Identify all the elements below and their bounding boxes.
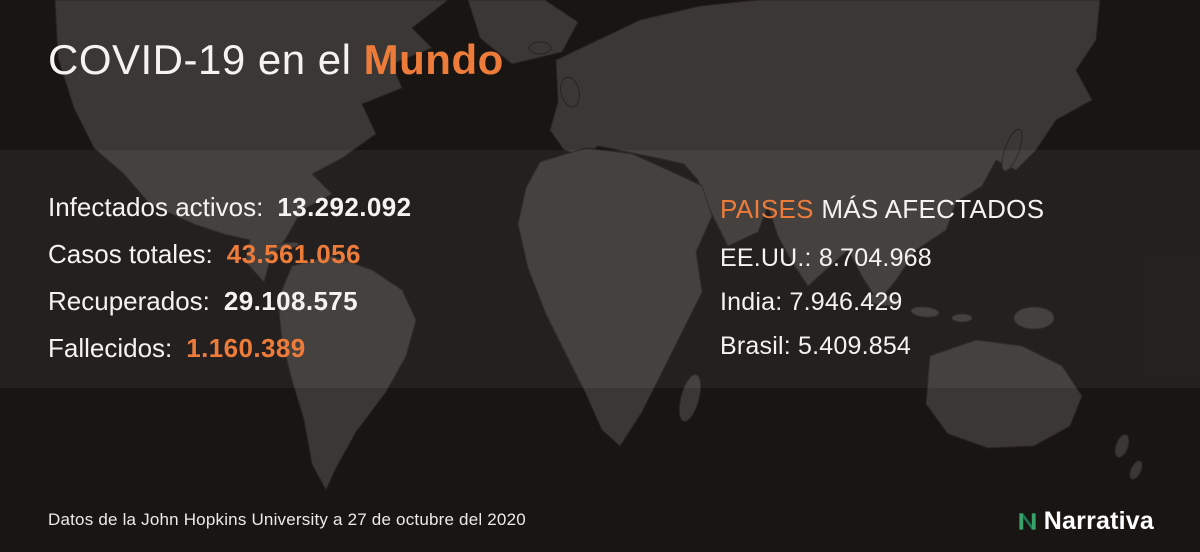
stat-label: Casos totales: xyxy=(48,239,213,269)
page-title: COVID-19 en el Mundo xyxy=(48,36,504,84)
country-value: 5.409.854 xyxy=(798,332,912,360)
global-stats: Infectados activos: 13.292.092 Casos tota… xyxy=(48,192,411,364)
country-row-india: India: 7.946.429 xyxy=(720,288,1044,317)
island-uk xyxy=(560,76,580,108)
stat-label: Infectados activos: xyxy=(48,192,264,222)
island-new-guinea xyxy=(1013,306,1055,330)
stat-value: 1.160.389 xyxy=(186,333,306,363)
narrativa-n-icon xyxy=(1019,513,1036,530)
stat-value: 13.292.092 xyxy=(277,192,412,222)
continent-south-america xyxy=(277,255,417,492)
country-row-eeuu: EE.UU.: 8.704.968 xyxy=(720,244,1044,273)
source-note: Datos de la John Hopkins University a 27… xyxy=(48,510,526,529)
narrativa-wordmark: Narrativa xyxy=(1043,507,1154,535)
island-cuba xyxy=(272,242,300,250)
island-japan xyxy=(1001,128,1023,172)
country-label: Brasil: xyxy=(720,332,791,360)
continent-eurasia xyxy=(549,0,1101,303)
stat-row-casos-totales: Casos totales: 43.561.056 xyxy=(48,239,411,270)
narrativa-logo: Narrativa xyxy=(1016,507,1154,536)
top-countries-heading: PAISES MÁS AFECTADOS xyxy=(720,194,1044,225)
island-madagascar xyxy=(678,374,702,422)
country-label: India: xyxy=(720,288,783,316)
title-highlight: Mundo xyxy=(363,36,504,83)
stat-value: 29.108.575 xyxy=(223,286,359,316)
island-new-zealand-north xyxy=(1114,434,1130,458)
island-borneo xyxy=(951,313,973,323)
stat-row-fallecidos: Fallecidos: 1.160.389 xyxy=(48,333,411,364)
country-value: 7.946.429 xyxy=(789,288,903,316)
stat-row-infectados-activos: Infectados activos: 13.292.092 xyxy=(48,192,411,223)
title-text: COVID-19 en el xyxy=(48,36,364,83)
continent-north-america xyxy=(54,0,449,284)
island-sumatra xyxy=(863,293,901,307)
country-value: 8.704.968 xyxy=(818,244,932,272)
country-label: EE.UU.: xyxy=(720,244,812,272)
island-iceland xyxy=(528,41,552,55)
stat-row-recuperados: Recuperados: 29.108.575 xyxy=(48,286,411,317)
heading-accent: PAISES xyxy=(720,194,814,224)
stat-label: Recuperados: xyxy=(48,286,210,316)
stat-value: 43.561.056 xyxy=(226,239,361,269)
island-new-zealand-south xyxy=(1129,460,1143,480)
top-countries: PAISES MÁS AFECTADOS EE.UU.: 8.704.968 I… xyxy=(720,194,1044,376)
country-row-brasil: Brasil: 5.409.854 xyxy=(720,332,1044,361)
island-java xyxy=(910,306,940,318)
continent-australia xyxy=(925,339,1083,449)
highlight-band xyxy=(0,150,1200,388)
stat-label: Fallecidos: xyxy=(48,333,173,363)
heading-rest: MÁS AFECTADOS xyxy=(813,194,1045,224)
continent-africa xyxy=(517,147,713,447)
